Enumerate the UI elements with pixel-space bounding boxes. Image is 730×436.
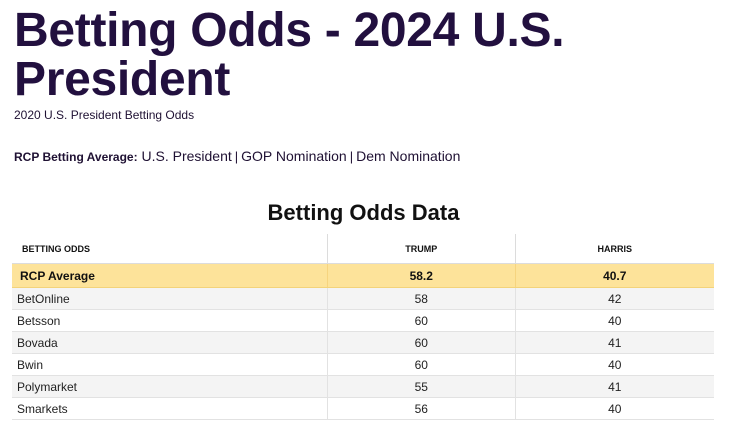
subtitle-link[interactable]: 2020 U.S. President Betting Odds — [14, 108, 195, 122]
harris-value-cell: 41 — [514, 331, 714, 354]
table-row: Bwin 60 40 — [12, 353, 714, 376]
source-cell[interactable]: Polymarket — [12, 375, 328, 398]
harris-value-cell: 42 — [514, 287, 714, 310]
column-header-betting-odds[interactable]: Betting Odds — [12, 234, 328, 264]
harris-value-cell: 40.7 — [514, 263, 714, 288]
table-row: BetOnline 58 42 — [12, 287, 714, 310]
table-title: Betting Odds Data — [267, 200, 460, 225]
column-header-harris[interactable]: Harris — [514, 234, 714, 264]
rcp-average-row: RCP Average 58.2 40.7 — [12, 263, 714, 288]
source-cell[interactable]: RCP Average — [12, 263, 328, 288]
nav-separator: | — [234, 149, 239, 164]
trump-value-cell: 58 — [327, 287, 516, 310]
column-header-trump[interactable]: Trump — [327, 234, 516, 264]
harris-value-cell: 40 — [514, 309, 714, 332]
harris-value-cell: 40 — [514, 353, 714, 376]
table-row: Polymarket 55 41 — [12, 375, 714, 398]
nav-separator: | — [349, 149, 354, 164]
trump-value-cell: 60 — [327, 331, 516, 354]
page-title: Betting Odds - 2024 U.S. President — [14, 4, 565, 106]
source-cell[interactable]: Bwin — [12, 353, 328, 376]
rcp-betting-average-nav: RCP Betting Average: U.S. President | GOP … — [14, 148, 460, 164]
table-header-row: Betting Odds Trump Harris — [12, 234, 714, 264]
nav-link-gop-nomination[interactable]: GOP Nomination — [241, 148, 347, 164]
nav-label: RCP Betting Average: — [14, 150, 138, 164]
harris-value-cell: 40 — [514, 397, 714, 420]
source-cell[interactable]: BetOnline — [12, 287, 328, 310]
nav-link-dem-nomination[interactable]: Dem Nomination — [356, 148, 461, 164]
nav-link-us-president[interactable]: U.S. President — [141, 148, 232, 164]
source-cell[interactable]: Smarkets — [12, 397, 328, 420]
table-row: Bovada 60 41 — [12, 331, 714, 354]
trump-value-cell: 56 — [327, 397, 516, 420]
trump-value-cell: 55 — [327, 375, 516, 398]
trump-value-cell: 60 — [327, 353, 516, 376]
table-row: Smarkets 56 40 — [12, 397, 714, 420]
source-cell[interactable]: Betsson — [12, 309, 328, 332]
table-row: Betsson 60 40 — [12, 309, 714, 332]
betting-odds-table: Betting Odds Trump Harris RCP Average 58… — [12, 234, 714, 420]
source-cell[interactable]: Bovada — [12, 331, 328, 354]
trump-value-cell: 58.2 — [327, 263, 516, 288]
trump-value-cell: 60 — [327, 309, 516, 332]
harris-value-cell: 41 — [514, 375, 714, 398]
